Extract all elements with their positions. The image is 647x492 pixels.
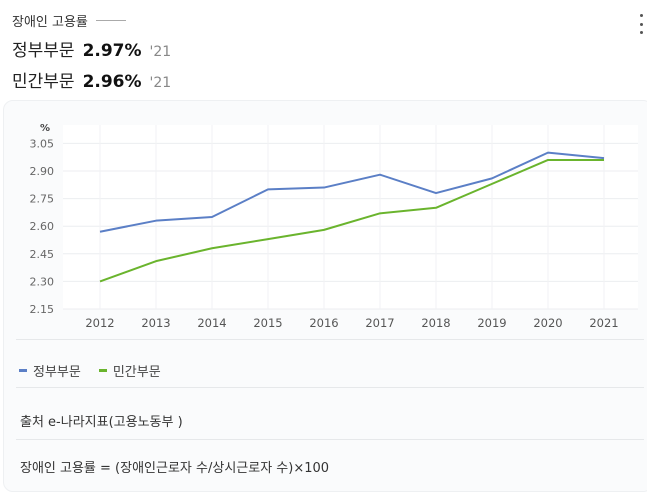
- header: 장애인 고용률 정부부문 2.97% '21 민간부문 2.96% '21: [12, 10, 632, 94]
- x-tick-label: 2013: [141, 316, 170, 330]
- y-tick-label: 2.15: [30, 303, 55, 316]
- formula-note: 장애인 고용률 = (장애인근로자 수/상시근로자 수)×100: [20, 457, 329, 476]
- legend-label: 민간부문: [113, 361, 161, 380]
- x-tick-label: 2015: [253, 316, 282, 330]
- title-divider: [96, 20, 126, 21]
- stat-label: 정부부문: [12, 36, 75, 61]
- chart-legend: 정부부문 민간부문: [19, 361, 179, 380]
- chart-card: 3.05 2.90 2.75 2.60 2.45 2.30 2.15 2012 2013 2014…: [3, 100, 647, 492]
- stat-year: '21: [150, 75, 172, 91]
- footnote-divider-bottom: [16, 439, 644, 440]
- legend-divider: [16, 339, 644, 340]
- x-tick-label: 2021: [589, 316, 618, 330]
- stat-label: 민간부문: [12, 67, 75, 92]
- legend-swatch-private: [99, 369, 107, 372]
- y-tick-label: 2.60: [30, 220, 55, 233]
- x-tick-label: 2014: [197, 316, 226, 330]
- x-tick-label: 2012: [85, 316, 114, 330]
- legend-item-private[interactable]: 민간부문: [99, 361, 161, 380]
- chart-title: 장애인 고용률: [12, 11, 88, 30]
- x-tick-label: 2019: [477, 316, 506, 330]
- y-tick-label: 2.90: [30, 165, 55, 178]
- y-tick-label: 3.05: [30, 137, 55, 150]
- footnote-divider-top: [16, 387, 644, 388]
- legend-label: 정부부문: [33, 361, 81, 380]
- legend-swatch-government: [19, 369, 27, 372]
- title-row: 장애인 고용률: [12, 10, 632, 30]
- y-tick-label: 2.45: [30, 248, 55, 261]
- legend-item-government[interactable]: 정부부문: [19, 361, 81, 380]
- source-note: 출처 e-나라지표(고용노동부 ): [20, 411, 183, 430]
- x-tick-label: 2017: [365, 316, 394, 330]
- x-tick-label: 2020: [533, 316, 562, 330]
- stat-value: 2.97%: [83, 41, 142, 61]
- y-axis-label: %: [40, 123, 50, 134]
- x-tick-label: 2018: [421, 316, 450, 330]
- line-chart: 3.05 2.90 2.75 2.60 2.45 2.30 2.15 2012 2013 2014…: [4, 101, 647, 401]
- y-tick-label: 2.75: [30, 193, 55, 206]
- x-tick-label: 2016: [309, 316, 338, 330]
- y-tick-label: 2.30: [30, 275, 55, 288]
- kebab-icon[interactable]: [635, 14, 647, 34]
- stat-government: 정부부문 2.97% '21: [12, 36, 632, 63]
- stat-year: '21: [150, 44, 172, 60]
- stat-private: 민간부문 2.96% '21: [12, 67, 632, 94]
- stat-value: 2.96%: [83, 72, 142, 92]
